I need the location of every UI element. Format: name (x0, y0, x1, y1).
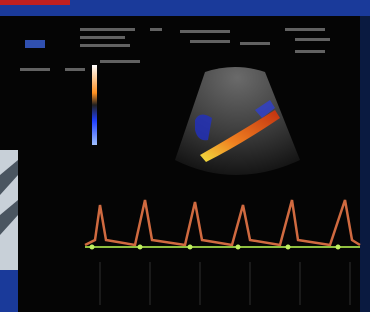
device-edge-blue (0, 270, 18, 312)
page (0, 0, 370, 312)
top-strip (0, 0, 70, 5)
color-scale (92, 65, 97, 145)
ultrasound-photo (0, 0, 370, 312)
right-bezel (360, 16, 370, 312)
logo (25, 40, 45, 48)
